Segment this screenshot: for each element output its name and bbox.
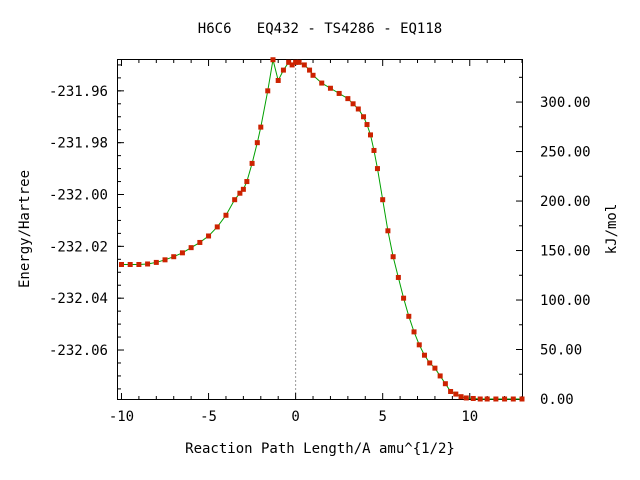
data-point xyxy=(118,261,124,267)
x-tick-label: 10 xyxy=(461,409,478,425)
x-tick-label: 5 xyxy=(378,409,386,425)
data-point xyxy=(427,360,433,366)
data-point xyxy=(390,254,396,260)
y2-tick-label: 300.00 xyxy=(540,95,591,111)
data-point xyxy=(280,67,286,73)
data-point xyxy=(296,59,302,65)
y2-tick-label: 200.00 xyxy=(540,194,591,210)
data-point xyxy=(350,101,356,107)
y-tick-label: -232.06 xyxy=(49,343,108,359)
data-point xyxy=(258,124,264,130)
data-point xyxy=(188,245,194,251)
data-point xyxy=(206,233,212,239)
data-point xyxy=(416,342,422,348)
y-tick-label: -231.96 xyxy=(49,84,108,100)
data-point xyxy=(368,132,373,138)
data-point xyxy=(484,396,490,402)
x-tick-label: -5 xyxy=(200,409,217,425)
y2-tick-label: 0.00 xyxy=(540,392,574,408)
energy-series-markers xyxy=(118,57,525,402)
x-axis-ticks: -10 -5 0 5 10 xyxy=(109,60,523,425)
data-point xyxy=(293,59,299,65)
data-point xyxy=(345,96,351,102)
data-point xyxy=(153,259,159,265)
data-point xyxy=(355,106,361,112)
data-point xyxy=(171,254,177,260)
data-point xyxy=(254,140,260,146)
data-point xyxy=(307,67,313,73)
data-point xyxy=(470,395,476,401)
data-point xyxy=(270,57,276,63)
data-point xyxy=(493,396,499,402)
data-point xyxy=(232,197,238,203)
data-point xyxy=(319,80,325,86)
x-tick-label: -10 xyxy=(109,409,134,425)
data-point xyxy=(385,228,391,234)
data-point xyxy=(301,62,307,68)
data-point xyxy=(437,373,443,379)
data-point xyxy=(286,59,292,65)
y-axis-title: Energy/Hartree xyxy=(17,170,33,288)
data-point xyxy=(458,394,464,400)
data-point xyxy=(364,122,370,128)
y-axis-ticks: -231.96 -231.98 -232.00 -232.02 -232.04 -232.… xyxy=(49,64,124,390)
energy-series-line xyxy=(121,59,522,400)
y2-tick-label: 250.00 xyxy=(540,145,591,161)
data-point xyxy=(411,329,417,335)
data-point xyxy=(289,62,295,68)
data-point xyxy=(432,365,438,371)
data-point xyxy=(448,388,454,394)
y2-tick-label: 100.00 xyxy=(540,293,591,309)
data-point xyxy=(223,212,229,218)
data-point xyxy=(240,186,246,192)
data-point xyxy=(244,179,250,185)
y-tick-label: -232.00 xyxy=(49,188,108,204)
data-point xyxy=(406,313,412,319)
data-point xyxy=(502,396,508,402)
y2-tick-label: 50.00 xyxy=(540,343,582,359)
data-point xyxy=(127,261,133,267)
data-point xyxy=(371,147,377,153)
data-point xyxy=(145,261,151,267)
data-point xyxy=(442,381,448,387)
data-point xyxy=(179,250,185,256)
data-point xyxy=(197,239,203,245)
y2-axis-ticks: 300.00 250.00 200.00 150.00 100.00 50.00 0.00 xyxy=(516,76,591,408)
y-tick-label: -232.04 xyxy=(49,291,108,307)
data-point xyxy=(249,160,255,166)
y-tick-label: -231.98 xyxy=(49,136,108,152)
data-point xyxy=(214,224,220,230)
data-point xyxy=(275,77,281,83)
x-axis-title: Reaction Path Length/A amu^{1/2} xyxy=(185,441,455,457)
data-point xyxy=(453,391,459,397)
chart-title: H6C6 EQ432 - TS4286 - EQ118 xyxy=(198,21,442,37)
data-point xyxy=(401,295,407,301)
data-point xyxy=(327,85,333,91)
plot-frame xyxy=(117,59,523,400)
data-point xyxy=(477,396,483,402)
y-tick-label: -232.02 xyxy=(49,239,108,255)
data-point xyxy=(374,166,380,172)
y2-axis-title: kJ/mol xyxy=(604,204,620,255)
data-point xyxy=(463,395,469,401)
data-point xyxy=(421,352,427,358)
data-point xyxy=(510,396,516,402)
data-point xyxy=(336,90,342,96)
data-point xyxy=(162,257,168,263)
data-point xyxy=(136,261,142,267)
x-tick-label: 0 xyxy=(291,409,299,425)
data-point xyxy=(395,274,401,280)
data-point xyxy=(310,72,316,78)
data-point xyxy=(361,114,367,120)
data-point xyxy=(237,190,243,196)
y2-tick-label: 150.00 xyxy=(540,244,591,260)
data-point xyxy=(380,197,386,203)
data-point xyxy=(265,88,271,94)
data-point xyxy=(519,396,525,402)
